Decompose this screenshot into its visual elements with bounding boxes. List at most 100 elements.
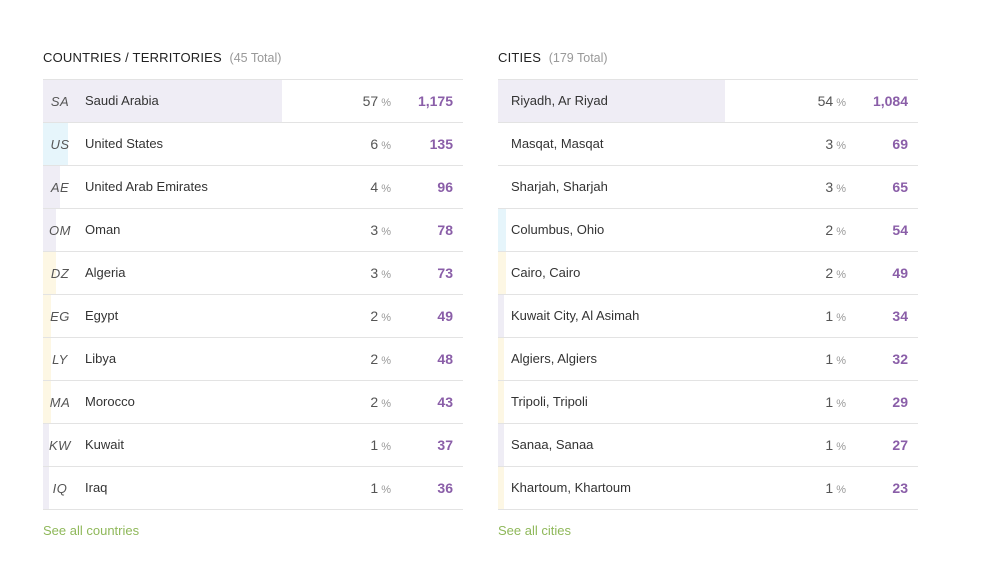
country-code: IQ <box>52 481 68 496</box>
city-count: 69 <box>892 136 908 152</box>
city-name: Khartoum, Khartoum <box>511 480 631 495</box>
country-row[interactable]: MA Morocco 2% 43 <box>43 381 463 424</box>
percent-sign: % <box>381 140 391 152</box>
percent-sign: % <box>836 312 846 324</box>
percent-sign: % <box>836 441 846 453</box>
city-name: Riyadh, Ar Riyad <box>511 93 608 108</box>
city-row[interactable]: Cairo, Cairo 2% 49 <box>498 252 918 295</box>
city-row[interactable]: Masqat, Masqat 3% 69 <box>498 123 918 166</box>
city-row[interactable]: Kuwait City, Al Asimah 1% 34 <box>498 295 918 338</box>
country-name: United States <box>85 136 164 151</box>
country-row[interactable]: OM Oman 3% 78 <box>43 209 463 252</box>
country-share-bar <box>43 252 56 294</box>
city-count: 1,084 <box>872 93 908 109</box>
country-row[interactable]: DZ Algeria 3% 73 <box>43 252 463 295</box>
city-row[interactable]: Columbus, Ohio 2% 54 <box>498 209 918 252</box>
percent-value: 1 <box>825 394 834 410</box>
percent-sign: % <box>381 269 391 281</box>
country-count: 37 <box>437 437 453 453</box>
cities-title: CITIES <box>498 50 542 65</box>
percent-value: 54 <box>817 93 834 109</box>
city-count: 32 <box>892 351 908 367</box>
percent-value: 1 <box>825 308 834 324</box>
percent-sign: % <box>381 183 391 195</box>
percent-sign: % <box>836 398 846 410</box>
city-percent: 1% <box>825 381 846 425</box>
city-count: 49 <box>892 265 908 281</box>
city-row[interactable]: Algiers, Algiers 1% 32 <box>498 338 918 381</box>
country-count: 73 <box>437 265 453 281</box>
country-row[interactable]: AE United Arab Emirates 4% 96 <box>43 166 463 209</box>
city-percent: 3% <box>825 123 846 167</box>
country-row[interactable]: US United States 6% 135 <box>43 123 463 166</box>
country-row[interactable]: EG Egypt 2% 49 <box>43 295 463 338</box>
country-name: Oman <box>85 222 121 237</box>
country-percent: 4% <box>370 166 391 210</box>
country-count: 96 <box>437 179 453 195</box>
country-percent: 2% <box>370 295 391 339</box>
country-count: 36 <box>437 480 453 496</box>
country-code: SA <box>50 94 70 109</box>
country-row[interactable]: LY Libya 2% 48 <box>43 338 463 381</box>
cities-total: (179 Total) <box>548 51 608 65</box>
see-all-cities-link[interactable]: See all cities <box>498 523 571 538</box>
country-percent: 1% <box>370 424 391 468</box>
countries-title: COUNTRIES / TERRITORIES <box>43 50 222 65</box>
city-name: Sanaa, Sanaa <box>511 437 594 452</box>
percent-value: 1 <box>825 480 834 496</box>
percent-sign: % <box>836 140 846 152</box>
percent-value: 2 <box>825 222 834 238</box>
country-code: DZ <box>50 266 70 281</box>
city-row[interactable]: Riyadh, Ar Riyad 54% 1,084 <box>498 80 918 123</box>
city-count: 65 <box>892 179 908 195</box>
percent-sign: % <box>836 355 846 367</box>
percent-value: 2 <box>370 351 379 367</box>
countries-list: SA Saudi Arabia 57% 1,175 US United States 6% 1… <box>43 80 463 510</box>
city-share-bar <box>498 424 504 466</box>
city-share-bar <box>498 252 506 294</box>
country-name: Kuwait <box>85 437 125 452</box>
country-name: Morocco <box>85 394 135 409</box>
country-share-bar <box>43 209 56 251</box>
percent-sign: % <box>836 269 846 281</box>
city-share-bar <box>498 166 511 208</box>
city-percent: 2% <box>825 209 846 253</box>
country-name: Egypt <box>85 308 119 323</box>
city-name: Tripoli, Tripoli <box>511 394 588 409</box>
country-share-bar <box>43 424 49 466</box>
percent-sign: % <box>381 441 391 453</box>
country-count: 43 <box>437 394 453 410</box>
city-percent: 1% <box>825 424 846 468</box>
country-count: 1,175 <box>417 93 453 109</box>
percent-sign: % <box>836 183 846 195</box>
city-count: 23 <box>892 480 908 496</box>
city-percent: 3% <box>825 166 846 210</box>
country-share-bar <box>43 123 68 165</box>
country-percent: 3% <box>370 209 391 253</box>
country-share-bar <box>43 467 49 509</box>
country-share-bar <box>43 381 51 423</box>
country-code: OM <box>49 223 71 238</box>
city-row[interactable]: Khartoum, Khartoum 1% 23 <box>498 467 918 510</box>
city-row[interactable]: Tripoli, Tripoli 1% 29 <box>498 381 918 424</box>
percent-value: 2 <box>370 308 379 324</box>
percent-sign: % <box>836 97 846 109</box>
country-percent: 2% <box>370 338 391 382</box>
percent-value: 2 <box>825 265 834 281</box>
country-row[interactable]: SA Saudi Arabia 57% 1,175 <box>43 80 463 123</box>
cities-list: Riyadh, Ar Riyad 54% 1,084 Masqat, Masqat 3%… <box>498 80 918 510</box>
city-row[interactable]: Sharjah, Sharjah 3% 65 <box>498 166 918 209</box>
percent-sign: % <box>836 484 846 496</box>
percent-sign: % <box>381 398 391 410</box>
country-row[interactable]: KW Kuwait 1% 37 <box>43 424 463 467</box>
see-all-countries-link[interactable]: See all countries <box>43 523 140 538</box>
city-share-bar <box>498 123 511 165</box>
cities-header: CITIES (179 Total) <box>498 44 918 80</box>
country-row[interactable]: IQ Iraq 1% 36 <box>43 467 463 510</box>
country-count: 48 <box>437 351 453 367</box>
country-share-bar <box>43 166 60 208</box>
city-row[interactable]: Sanaa, Sanaa 1% 27 <box>498 424 918 467</box>
country-share-bar <box>43 295 51 337</box>
countries-total: (45 Total) <box>229 51 282 65</box>
country-count: 49 <box>437 308 453 324</box>
